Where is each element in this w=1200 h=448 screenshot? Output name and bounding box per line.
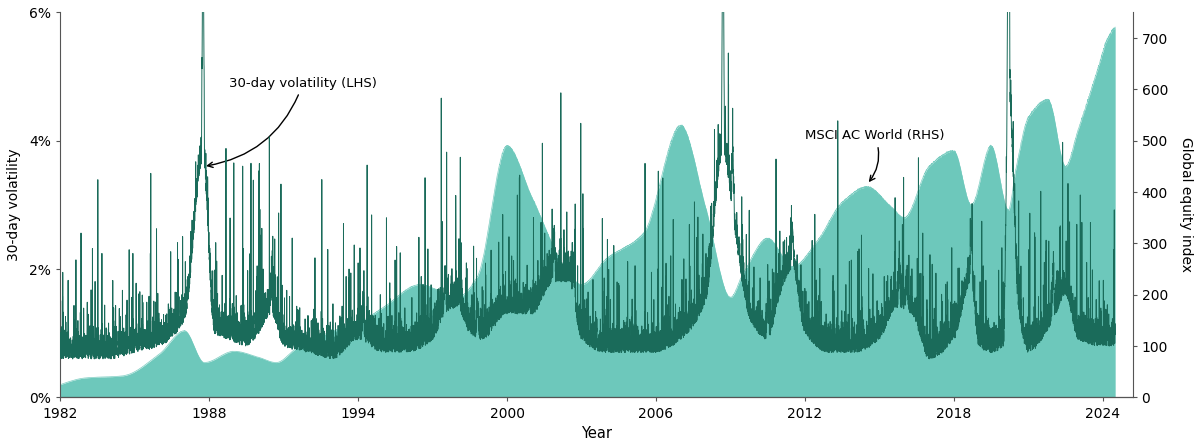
Y-axis label: Global equity index: Global equity index: [1180, 138, 1193, 272]
Text: MSCI AC World (RHS): MSCI AC World (RHS): [805, 129, 944, 181]
Text: 30-day volatility (LHS): 30-day volatility (LHS): [208, 77, 377, 168]
X-axis label: Year: Year: [581, 426, 612, 441]
Y-axis label: 30-day volatility: 30-day volatility: [7, 149, 20, 261]
